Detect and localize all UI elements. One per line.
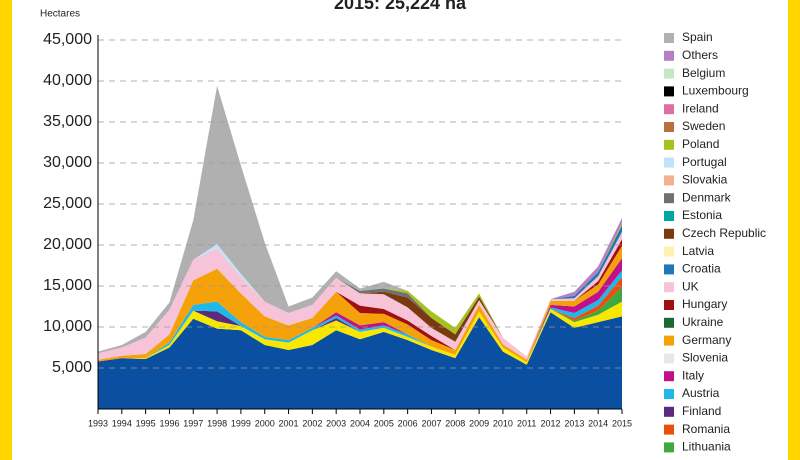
legend-swatch	[664, 122, 674, 132]
x-tick-label: 2002	[302, 418, 322, 428]
legend-swatch	[664, 68, 674, 79]
x-tick-label: 1995	[136, 418, 156, 428]
legend-label: Estonia	[682, 208, 722, 222]
legend-swatch	[664, 282, 674, 293]
legend-swatch	[664, 211, 674, 221]
legend-label: UK	[682, 279, 699, 293]
y-tick-label: 35,000	[43, 113, 92, 130]
y-tick-label: 40,000	[43, 72, 92, 89]
x-tick-label: 1993	[88, 418, 108, 428]
legend-swatch	[664, 371, 674, 382]
legend-label: Hungary	[682, 297, 727, 311]
x-tick-label: 2006	[398, 418, 418, 428]
legend-swatch	[664, 406, 674, 417]
legend-swatch	[664, 389, 674, 399]
legend-label: Germany	[682, 333, 731, 347]
legend-label: Finland	[682, 404, 721, 418]
y-tick-label: 20,000	[43, 236, 92, 253]
y-tick-label: 30,000	[43, 154, 92, 171]
legend-label: Portugal	[682, 155, 727, 169]
x-tick-label: 2012	[541, 418, 561, 428]
x-tick-label: 2014	[588, 418, 608, 428]
legend-label: Ukraine	[682, 315, 724, 329]
x-tick-label: 2005	[374, 418, 394, 428]
legend-swatch	[664, 50, 674, 61]
x-tick-label: 2004	[350, 418, 370, 428]
y-tick-label: 15,000	[43, 277, 92, 294]
legend-label: Spain	[682, 30, 713, 44]
x-tick-label: 1998	[207, 418, 227, 428]
legend-label: Others	[682, 48, 718, 62]
x-tick-label: 2009	[469, 418, 489, 428]
legend-swatch	[664, 353, 674, 364]
x-tick-label: 1999	[231, 418, 251, 428]
legend-swatch	[664, 86, 674, 97]
area	[98, 312, 622, 409]
legend-label: Slovenia	[682, 351, 728, 365]
y-tick-label: 10,000	[43, 318, 92, 335]
legend-swatch	[664, 228, 674, 239]
legend-label: Czech Republic	[682, 226, 766, 240]
area	[98, 231, 622, 360]
legend-swatch	[664, 246, 674, 257]
x-tick-label: 2013	[564, 418, 584, 428]
x-tick-label: 2015	[612, 418, 632, 428]
x-tick-label: 2007	[421, 418, 441, 428]
x-tick-label: 1997	[183, 418, 203, 428]
y-tick-label: 45,000	[43, 31, 92, 48]
legend-label: Italy	[682, 368, 704, 382]
legend-label: Latvia	[682, 244, 714, 258]
legend-label: Romania	[682, 422, 730, 436]
area	[98, 85, 622, 357]
legend-swatch	[664, 300, 674, 310]
legend-swatch	[664, 424, 674, 435]
y-tick-label: 5,000	[52, 359, 92, 376]
legend-label: Luxembourg	[682, 84, 749, 98]
legend-label: Slovakia	[682, 173, 728, 187]
x-tick-label: 2000	[255, 418, 275, 428]
x-tick-label: 2008	[445, 418, 465, 428]
legend-swatch	[664, 442, 674, 453]
legend-swatch	[664, 104, 674, 115]
legend-label: Poland	[682, 137, 719, 151]
x-tick-label: 2010	[493, 418, 513, 428]
area	[98, 301, 622, 365]
legend-swatch	[664, 317, 674, 328]
x-tick-label: 1994	[112, 418, 132, 428]
legend-swatch	[664, 175, 674, 186]
legend-label: Ireland	[682, 101, 719, 115]
y-tick-label: 25,000	[43, 195, 92, 212]
legend-swatch	[664, 157, 674, 168]
x-tick-label: 2003	[326, 418, 346, 428]
x-tick-label: 2001	[279, 418, 299, 428]
legend-label: Belgium	[682, 66, 725, 80]
legend-swatch	[664, 335, 674, 346]
legend-swatch	[664, 33, 674, 43]
y-axis-label: Hectares	[40, 9, 80, 20]
legend-swatch	[664, 193, 674, 204]
legend-swatch	[664, 264, 674, 275]
legend-label: Austria	[682, 386, 720, 400]
x-tick-label: 1996	[159, 418, 179, 428]
area	[98, 245, 622, 363]
legend-swatch	[664, 139, 674, 150]
chart-title: 2015: 25,224 ha	[334, 0, 467, 13]
legend-label: Lithuania	[682, 440, 731, 454]
legend-label: Denmark	[682, 190, 732, 204]
x-tick-label: 2011	[517, 418, 536, 428]
legend-label: Croatia	[682, 262, 721, 276]
legend-label: Sweden	[682, 119, 725, 133]
